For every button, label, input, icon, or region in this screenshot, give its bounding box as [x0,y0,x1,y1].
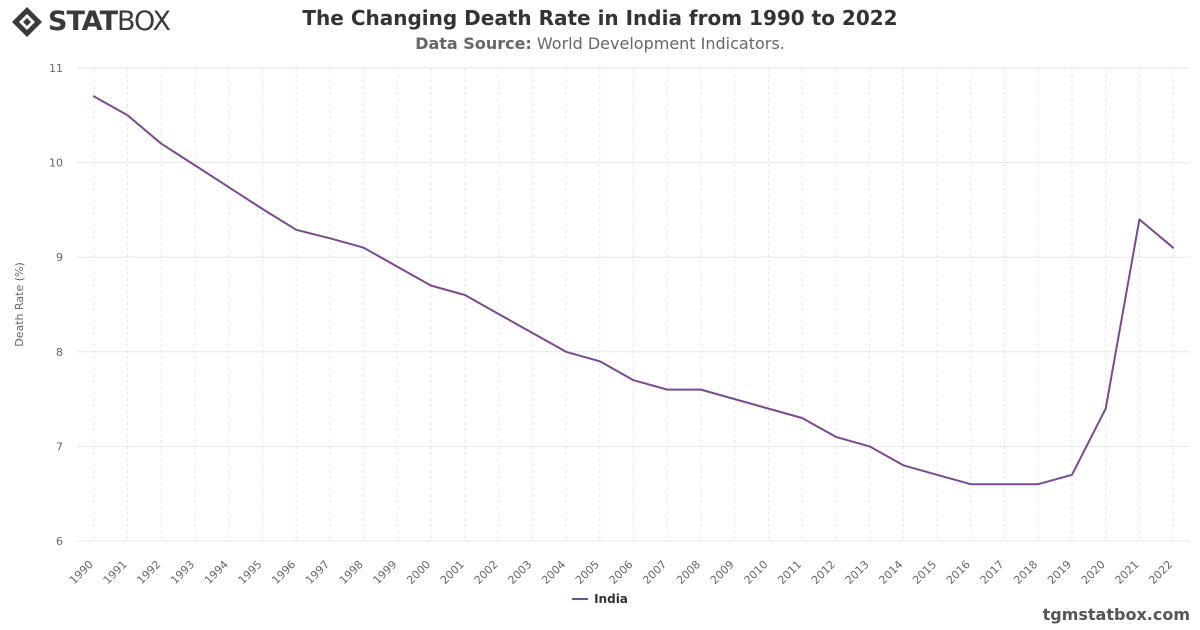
x-tick-label: 2014 [876,558,905,587]
data-point [295,229,298,231]
data-point [700,388,702,391]
x-tick-label: 2002 [472,558,501,587]
site-credit[interactable]: tgmstatbox.com [1042,605,1190,624]
y-axis-title: Death Rate (%) [13,262,26,347]
x-tick-label: 2003 [505,558,534,587]
x-tick-label: 1994 [202,558,231,587]
x-tick-label: 2012 [809,558,838,587]
data-point [194,164,196,167]
logo-text-bold: STAT [48,6,118,37]
data-point [936,474,938,476]
x-tick-label: 2017 [978,558,1007,587]
x-tick-label: 2020 [1079,558,1108,587]
x-tick-label: 1998 [337,558,366,587]
data-point [868,445,871,448]
data-point [126,114,129,117]
legend-label-india: India [594,592,628,606]
data-point [565,351,567,353]
data-point [1104,407,1107,410]
x-tick-label: 2009 [708,558,737,587]
x-tick-label: 1991 [101,558,130,587]
data-point [632,379,635,382]
data-point [228,186,230,188]
x-tick-label: 2008 [674,558,703,587]
x-tick-label: 2013 [843,558,872,587]
data-point [329,237,331,240]
chart-title: The Changing Death Rate in India from 19… [302,6,898,30]
x-tick-label: 1992 [134,558,163,587]
source-value: World Development Indicators. [536,34,785,53]
data-point [497,313,500,315]
y-tick-label: 6 [56,535,63,548]
data-point [970,483,972,486]
x-tick-label: 2004 [539,558,568,587]
x-tick-label: 2021 [1113,558,1142,587]
data-point [531,332,534,334]
x-tick-label: 2001 [438,558,467,587]
data-point [666,388,668,391]
y-tick-label: 11 [49,62,63,75]
data-point [1172,246,1174,249]
y-tick-label: 10 [49,157,63,170]
x-tick-label: 2018 [1011,558,1040,587]
data-point [835,436,837,438]
chart-header: The Changing Death Rate in India from 19… [0,4,1200,56]
x-tick-label: 2010 [742,558,771,587]
x-tick-label: 1993 [168,558,197,587]
data-point [1003,483,1006,486]
data-point [1037,483,1039,486]
chart-subtitle: Data Source: World Development Indicator… [0,32,1200,56]
data-point [93,95,95,98]
x-tick-label: 2000 [404,558,433,587]
source-label: Data Source: [415,34,532,53]
x-tick-label: 2019 [1045,558,1074,587]
data-point [430,284,432,287]
x-tick-label: 1999 [371,558,400,587]
x-tick-label: 1996 [269,558,298,587]
logo-wordmark: STATBOX [48,6,171,38]
legend-swatch-india [572,598,589,600]
statbox-logo-icon [12,7,42,37]
x-tick-label: 2011 [775,558,804,587]
data-point [160,142,163,145]
data-point [362,246,365,249]
x-tick-label: 1997 [303,558,332,587]
y-tick-label: 8 [56,346,63,359]
x-tick-label: 1990 [67,558,96,587]
data-point [902,464,905,467]
data-point [1071,474,1073,476]
logo-text-light: BOX [116,6,171,37]
x-tick-label: 2022 [1146,558,1175,587]
data-point [767,407,770,410]
x-tick-label: 2007 [640,558,669,587]
x-tick-label: 2016 [944,558,973,587]
data-point [261,208,264,210]
x-tick-label: 2006 [607,558,636,587]
data-point [801,417,803,419]
y-tick-label: 7 [56,440,63,453]
data-point [396,265,399,268]
data-point [1138,218,1141,221]
x-tick-label: 1995 [236,558,265,587]
data-point [599,360,601,363]
y-tick-label: 9 [56,251,63,264]
data-point [733,398,736,400]
legend[interactable]: India [0,592,1200,606]
data-point [464,294,466,296]
x-tick-label: 2005 [573,558,602,587]
statbox-logo[interactable]: STATBOX [10,6,171,38]
x-tick-label: 2015 [910,558,939,587]
